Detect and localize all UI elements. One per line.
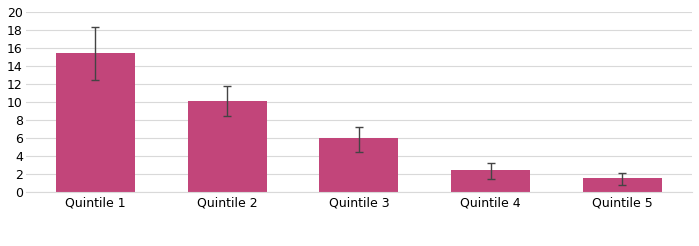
Bar: [451, 170, 530, 192]
Bar: [319, 138, 398, 192]
Bar: [56, 53, 135, 192]
Bar: [187, 101, 266, 192]
Bar: [583, 178, 662, 192]
